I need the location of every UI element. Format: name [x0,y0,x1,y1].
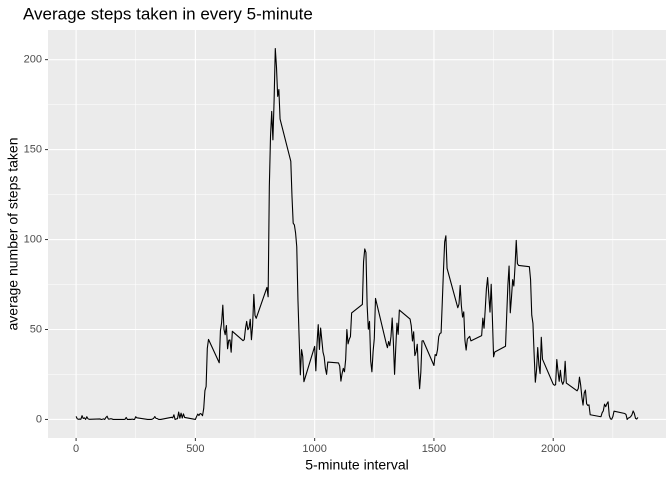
x-tick-label: 1000 [302,443,326,455]
y-tick-label: 100 [24,233,42,245]
chart-title: Average steps taken in every 5-minute [23,4,313,23]
x-tick-label: 0 [73,443,79,455]
data-line [75,47,639,420]
x-axis-title: 5-minute interval [305,457,409,473]
x-tick-label: 2000 [541,443,565,455]
x-tick-label: 500 [186,443,204,455]
x-tick-label: 1500 [422,443,446,455]
y-tick-label: 200 [24,54,42,66]
y-tick-label: 50 [30,323,42,335]
plot-panel [48,30,666,438]
y-tick-label: 150 [24,144,42,156]
y-tick-label: 0 [36,413,42,425]
y-axis-title: average number of steps taken [5,137,21,330]
